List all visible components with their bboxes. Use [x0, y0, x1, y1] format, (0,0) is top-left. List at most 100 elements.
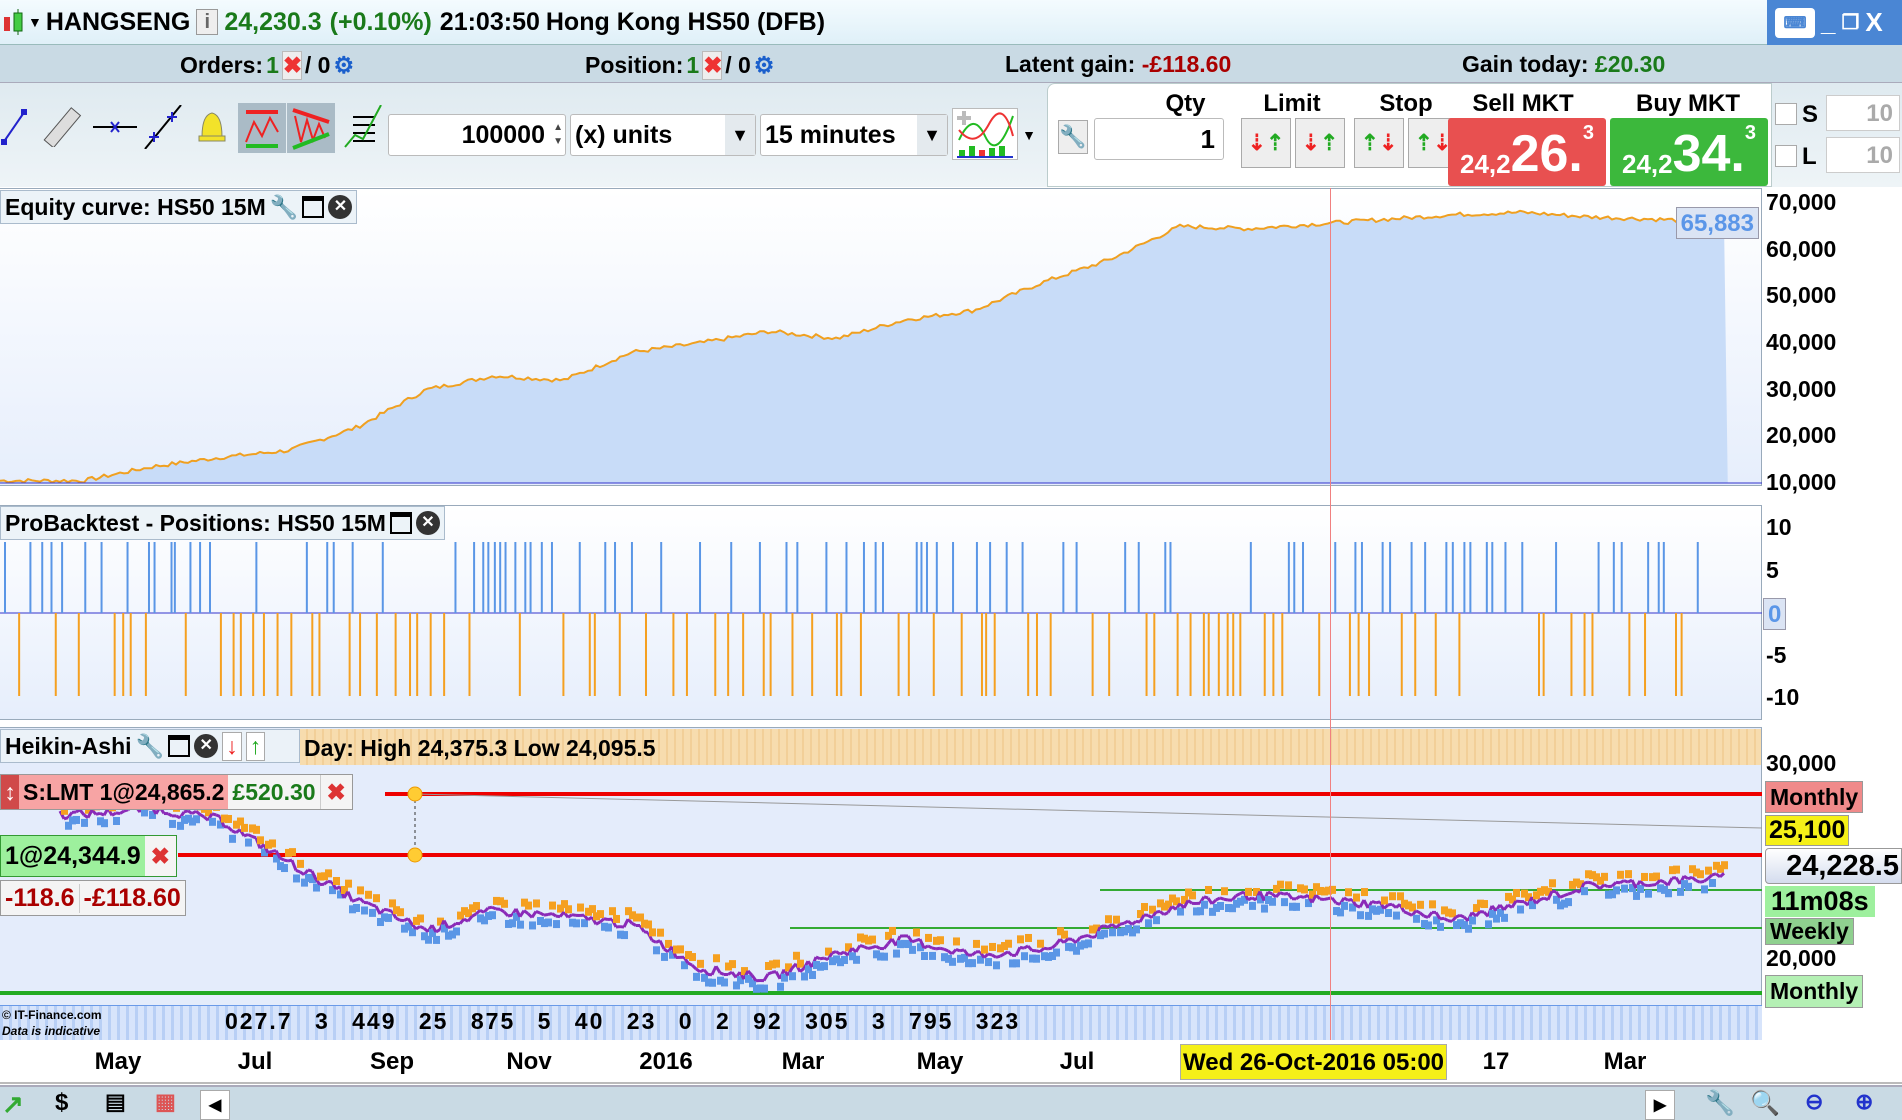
scroll-right-icon[interactable]: ▶: [1645, 1090, 1675, 1120]
indicators-button[interactable]: [952, 108, 1018, 160]
orders-count[interactable]: 1: [266, 52, 279, 78]
fibonacci-tool-icon[interactable]: [340, 105, 385, 149]
bearish-marker: [341, 885, 348, 894]
short-checkbox[interactable]: [1775, 103, 1797, 125]
chevron-down-icon[interactable]: ▼: [725, 115, 755, 155]
units-select[interactable]: (x) units ▼: [570, 114, 756, 156]
order-list-icon[interactable]: ▤: [105, 1089, 126, 1114]
heikin-ashi-candle: [1666, 877, 1674, 886]
stop-order-icon[interactable]: ⇡ ⇣: [1354, 118, 1404, 168]
bullish-marker: [945, 954, 952, 963]
buy-arrow-icon[interactable]: ↑: [245, 731, 266, 761]
heikin-ashi-candle: [543, 913, 549, 917]
timeframe-select[interactable]: 15 minutes ▼: [760, 114, 948, 156]
close-position-icon[interactable]: ✖: [702, 51, 723, 80]
restore-button[interactable]: ❐: [1841, 12, 1860, 34]
heikin-ashi-candle: [1343, 896, 1349, 902]
chart-settings-icon[interactable]: 🔧: [1705, 1090, 1735, 1117]
bullish-marker: [429, 929, 436, 938]
maximize-panel-icon[interactable]: [389, 512, 412, 534]
bullish-marker: [377, 918, 384, 927]
bullish-marker: [1289, 902, 1296, 911]
heikin-ashi-candle: [1223, 897, 1229, 902]
close-panel-icon[interactable]: ✕: [415, 511, 440, 535]
candlestick-icon[interactable]: [2, 7, 28, 37]
wrench-icon[interactable]: 🔧: [135, 732, 165, 759]
position-tag[interactable]: 1@24,344.9 ✖: [0, 835, 177, 877]
channel-tool-icon[interactable]: [238, 103, 286, 153]
bearish-marker: [549, 901, 556, 910]
symbol-dropdown-icon[interactable]: ▼: [28, 14, 42, 30]
cancel-order-icon[interactable]: ✖: [319, 775, 352, 809]
bearish-marker: [1285, 881, 1292, 890]
close-window-button[interactable]: X: [1865, 7, 1883, 37]
minimize-button[interactable]: _: [1821, 7, 1836, 37]
monthly-support-tag: Monthly: [1765, 975, 1864, 1008]
equity-axis-tick-label: 50,000: [1766, 282, 1837, 309]
limit-order-tag[interactable]: ↕ S:LMT 1@24,865.2 £520.30 ✖: [0, 774, 353, 810]
zoom-out-icon[interactable]: ⊖: [1805, 1089, 1824, 1114]
volume-strip: 027.7 3 449 25 875 5 40 23 0 2 92 305 3 …: [0, 1005, 1762, 1040]
bullish-marker: [777, 982, 784, 991]
order-book-icon[interactable]: ▦: [155, 1089, 176, 1114]
qty-input[interactable]: 1: [1094, 118, 1224, 160]
time-axis[interactable]: May Jul Sep Nov 2016 Mar May Jul 17 Mar: [0, 1040, 1902, 1084]
close-panel-icon[interactable]: ✕: [328, 195, 353, 219]
bearish-marker: [265, 840, 272, 849]
indicators-dropdown-icon[interactable]: ▼: [1022, 127, 1036, 143]
chart-scrollbar[interactable]: ◀ ▶: [200, 1090, 1675, 1120]
heikin-ashi-candle: [1699, 879, 1705, 884]
bullish-marker: [209, 817, 216, 826]
amount-stepper[interactable]: ▲ ▼: [553, 122, 563, 147]
cancel-orders-icon[interactable]: ✖: [281, 51, 303, 80]
heikin-ashi-candle: [63, 816, 69, 821]
gears-icon[interactable]: ⚙: [753, 52, 775, 78]
bearish-marker: [685, 951, 692, 960]
heikin-ashi-candle: [655, 939, 661, 944]
maximize-panel-icon[interactable]: [168, 735, 191, 757]
sell-arrow-icon[interactable]: ↓: [222, 731, 242, 761]
bullish-marker: [189, 817, 196, 826]
heikin-ashi-candle: [1215, 896, 1221, 902]
auto-scale-icon[interactable]: 🔍: [1750, 1090, 1780, 1117]
position-count[interactable]: 1: [686, 52, 700, 78]
wrench-icon[interactable]: 🔧: [269, 193, 299, 220]
buy-market-button[interactable]: 24,2 34. 3: [1610, 118, 1768, 186]
long-input[interactable]: 10: [1826, 137, 1900, 173]
price-panel-header: Heikin-Ashi 🔧 ✕ ↓ ↑: [0, 729, 300, 763]
heikin-ashi-candle: [771, 970, 777, 974]
chevron-down-icon[interactable]: ▼: [917, 115, 947, 155]
bullish-marker: [1637, 884, 1644, 893]
bullish-marker: [1249, 901, 1256, 910]
short-input[interactable]: 10: [1826, 95, 1900, 131]
limit-order-bracket-icon[interactable]: ⇣ ⇡: [1295, 118, 1345, 168]
heikin-ashi-candle: [351, 898, 357, 903]
segment-tool-icon[interactable]: [0, 105, 30, 149]
dollar-icon[interactable]: $: [55, 1089, 69, 1116]
triangle-tool-icon[interactable]: [287, 103, 335, 153]
bullish-marker: [301, 878, 308, 887]
close-position-icon[interactable]: ✖: [144, 836, 176, 876]
keyboard-icon[interactable]: ⌨: [1775, 7, 1815, 38]
heikin-ashi-candle: [915, 937, 921, 942]
heikin-ashi-candle: [911, 939, 917, 944]
bearish-marker: [1449, 909, 1456, 918]
ruler-icon[interactable]: [40, 105, 85, 149]
alert-bell-icon[interactable]: [192, 105, 232, 149]
long-checkbox[interactable]: [1775, 145, 1797, 167]
export-icon[interactable]: ↗: [2, 1089, 24, 1119]
zoom-in-icon[interactable]: ⊕: [1855, 1089, 1874, 1114]
symbol[interactable]: HANGSENG: [45, 7, 191, 36]
amount-input[interactable]: 100000 ▲ ▼: [388, 114, 566, 156]
info-icon[interactable]: i: [196, 9, 219, 35]
maximize-panel-icon[interactable]: [302, 196, 325, 218]
limit-order-icon[interactable]: ⇣ ⇡: [1241, 118, 1291, 168]
trend-line-icon[interactable]: [140, 105, 185, 149]
close-panel-icon[interactable]: ✕: [194, 734, 219, 758]
wrench-icon[interactable]: 🔧: [1058, 120, 1088, 154]
horizontal-line-icon[interactable]: [92, 105, 138, 149]
scroll-left-icon[interactable]: ◀: [200, 1090, 230, 1120]
gears-icon[interactable]: ⚙: [333, 52, 355, 78]
drag-handle-icon[interactable]: ↕: [1, 775, 19, 809]
sell-market-button[interactable]: 24,2 26. 3: [1448, 118, 1606, 186]
